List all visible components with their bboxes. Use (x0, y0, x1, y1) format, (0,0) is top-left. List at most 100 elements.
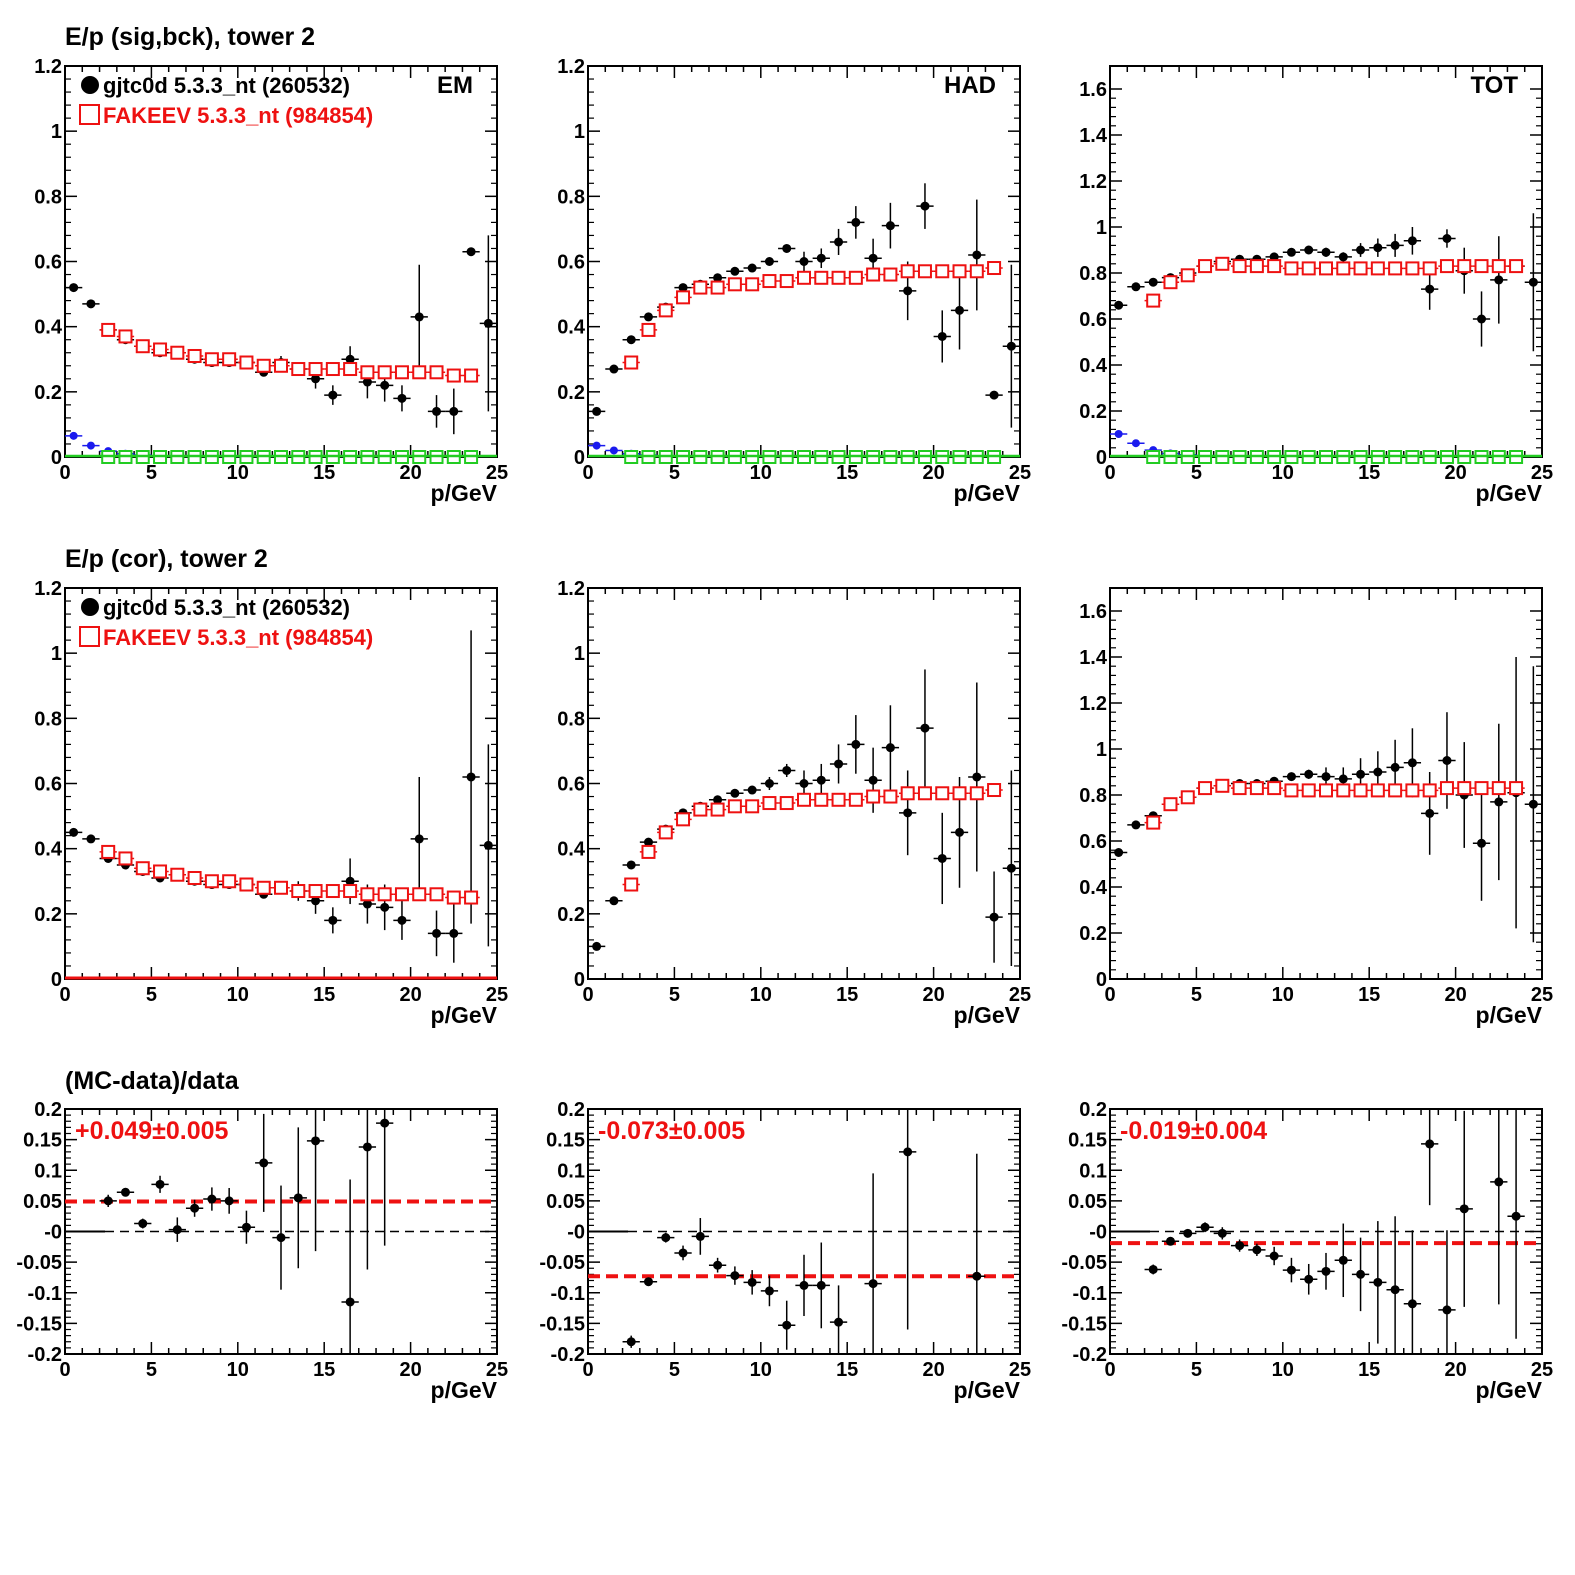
data-point (678, 1248, 688, 1258)
y-tick-label: 1.2 (557, 578, 585, 600)
mc-point (745, 799, 760, 814)
data-point (730, 788, 740, 798)
data-point (1390, 240, 1400, 250)
x-tick-label: 10 (750, 1359, 772, 1381)
mc-point (866, 267, 881, 282)
x-axis-label: p/GeV (1476, 1377, 1543, 1403)
data-point (1114, 300, 1124, 310)
x-tick-label: 0 (1104, 462, 1115, 484)
mc-point (814, 792, 829, 807)
data-point (626, 335, 636, 345)
y-tick-label: 1 (1096, 739, 1107, 761)
mc-point (1388, 783, 1403, 798)
x-tick-label: 5 (669, 984, 680, 1006)
data-point (903, 808, 913, 818)
legend: gjtc0d 5.3.3_nt (260532) FAKEEV 5.3.3_nt … (79, 73, 373, 128)
mc-point (969, 264, 984, 279)
data-point (362, 377, 372, 387)
mc-point (762, 274, 777, 289)
data-point (643, 312, 653, 322)
background-data-point (1131, 439, 1140, 448)
data-point (868, 775, 878, 785)
mc-point (693, 802, 708, 817)
x-tick-label: 15 (1358, 1359, 1380, 1381)
series-mc (1144, 778, 1525, 830)
data-point (1407, 758, 1417, 768)
data-point (885, 743, 895, 753)
data-point (1373, 243, 1383, 253)
data-point (816, 253, 826, 263)
mc-point (394, 887, 409, 902)
y-tick-label: 0.15 (546, 1130, 585, 1152)
y-tick-label: 0.6 (1079, 309, 1107, 331)
data-point (1477, 838, 1487, 848)
data-point (955, 305, 965, 315)
mc-point (308, 884, 323, 899)
y-tick-label: -0.05 (16, 1252, 62, 1274)
data-point (1511, 1211, 1521, 1221)
y-tick-label: 0.8 (1079, 263, 1107, 285)
data-point (1356, 1269, 1366, 1279)
background-data-point (592, 441, 601, 450)
data-point (713, 1260, 723, 1270)
data-point (190, 1203, 200, 1213)
data-point (1477, 314, 1487, 324)
row-title-signal-background: E/p (sig,bck), tower 2 (65, 23, 315, 51)
data-point (764, 779, 774, 788)
mc-point (797, 270, 811, 285)
y-tick-label: 0.6 (557, 774, 585, 796)
data-point (86, 299, 96, 309)
data-point (86, 834, 96, 844)
mc-point (394, 365, 409, 380)
data-point (643, 837, 653, 847)
x-tick-label: 0 (582, 462, 593, 484)
data-point (1442, 234, 1452, 243)
y-tick-label: 0.2 (557, 1099, 585, 1121)
data-point (1321, 772, 1331, 782)
y-tick-label: 0.05 (23, 1191, 62, 1213)
series-bkg_mc (65, 450, 497, 464)
data-point (782, 765, 792, 775)
x-axis-label: p/GeV (1476, 1002, 1543, 1028)
data-point (466, 247, 476, 257)
y-tick-label: -0.2 (1073, 1344, 1107, 1366)
mc-point (1439, 781, 1454, 796)
data-point (937, 853, 947, 863)
mc-point (1232, 259, 1247, 274)
mc-point (135, 861, 150, 876)
data-point (1373, 1277, 1383, 1287)
series-mc (99, 844, 480, 905)
fit-value-label: -0.073±0.005 (598, 1117, 745, 1145)
data-point (345, 354, 355, 364)
mc-point (1353, 261, 1368, 276)
data-point (1114, 848, 1124, 857)
mc-point (797, 792, 811, 807)
mc-point (377, 887, 392, 902)
data-point (293, 1193, 303, 1203)
y-tick-label: -0 (1089, 1222, 1107, 1244)
panel-grid: 0 5 10 15 20 2500.20.40.60.811.2p/GeVEMgjtc0d… (16, 56, 1553, 1403)
mc-point (1267, 781, 1282, 796)
mc-point (1457, 781, 1472, 796)
data-point (592, 941, 602, 951)
data-point (1459, 1204, 1469, 1214)
data-point (1131, 820, 1141, 830)
data-point (414, 834, 424, 844)
series-data (99, 1109, 394, 1354)
y-tick-label: 0 (574, 447, 585, 469)
mc-point (256, 358, 271, 373)
data-point (1304, 1274, 1314, 1284)
mc-point (464, 368, 479, 383)
series-mc (99, 322, 480, 383)
mc-point (1163, 275, 1178, 290)
mc-point (779, 796, 794, 811)
chart-panel-cor-em: 0 5 10 15 20 25 0 0.2 0.4 0.6 0.8 1 1.2 p/GeV gjtc0d 5… (34, 578, 508, 1028)
x-tick-label: 10 (1272, 1359, 1294, 1381)
data-point (380, 902, 390, 912)
data-point (764, 257, 774, 266)
legend-mc-label: FAKEEV 5.3.3_nt (984854) (103, 103, 373, 128)
y-tick-label: 1.2 (1079, 171, 1107, 193)
mc-point (1284, 261, 1299, 276)
data-point (799, 1280, 809, 1290)
